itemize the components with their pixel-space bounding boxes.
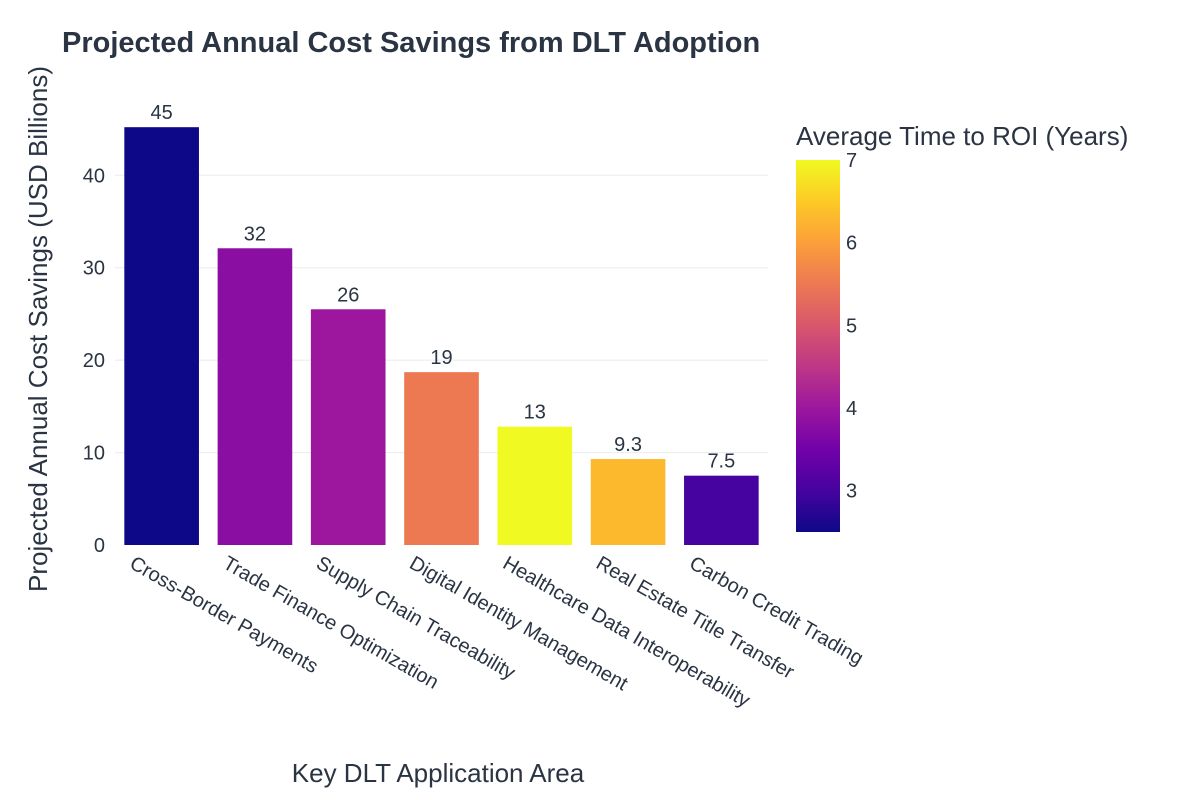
- bar: [124, 127, 199, 545]
- bar: [684, 475, 759, 545]
- chart-title: Projected Annual Cost Savings from DLT A…: [62, 27, 760, 59]
- data-label: 13: [524, 402, 546, 424]
- y-tick-label: 10: [83, 443, 105, 465]
- bars: [124, 127, 759, 545]
- colorbar-tick-label: 4: [846, 398, 857, 420]
- bar: [310, 309, 386, 545]
- colorbar-tick-label: 5: [846, 315, 857, 337]
- data-label: 32: [244, 223, 266, 245]
- y-tick-label: 40: [83, 165, 105, 187]
- bar: [404, 372, 479, 545]
- colorbar-gradient: [796, 160, 840, 532]
- data-label: 9.3: [614, 434, 642, 456]
- y-tick-label: 20: [83, 350, 105, 372]
- data-label: 19: [430, 347, 452, 369]
- bar: [497, 426, 573, 545]
- data-label: 45: [151, 102, 173, 124]
- y-tick-label: 0: [94, 535, 105, 557]
- y-tick-label: 30: [83, 258, 105, 280]
- y-axis-ticks: 0 10 20 30 40: [83, 165, 105, 557]
- data-label: 26: [337, 284, 359, 306]
- colorbar-tick-label: 6: [846, 233, 857, 255]
- colorbar-ticks: 3 4 5 6 7: [846, 150, 857, 503]
- x-axis-title: Key DLT Application Area: [292, 758, 585, 788]
- colorbar-tick-label: 3: [846, 481, 857, 503]
- data-labels: 45 32 26 19 13 9.3 7.5: [151, 102, 736, 472]
- bar: [217, 248, 293, 545]
- data-label: 7.5: [707, 451, 735, 473]
- colorbar-title: Average Time to ROI (Years): [796, 121, 1128, 151]
- bar: [590, 459, 666, 545]
- colorbar-tick-label: 7: [846, 150, 857, 172]
- colorbar: Average Time to ROI (Years) 3 4 5 6 7: [796, 121, 1128, 532]
- y-axis-title: Projected Annual Cost Savings (USD Billi…: [23, 66, 53, 592]
